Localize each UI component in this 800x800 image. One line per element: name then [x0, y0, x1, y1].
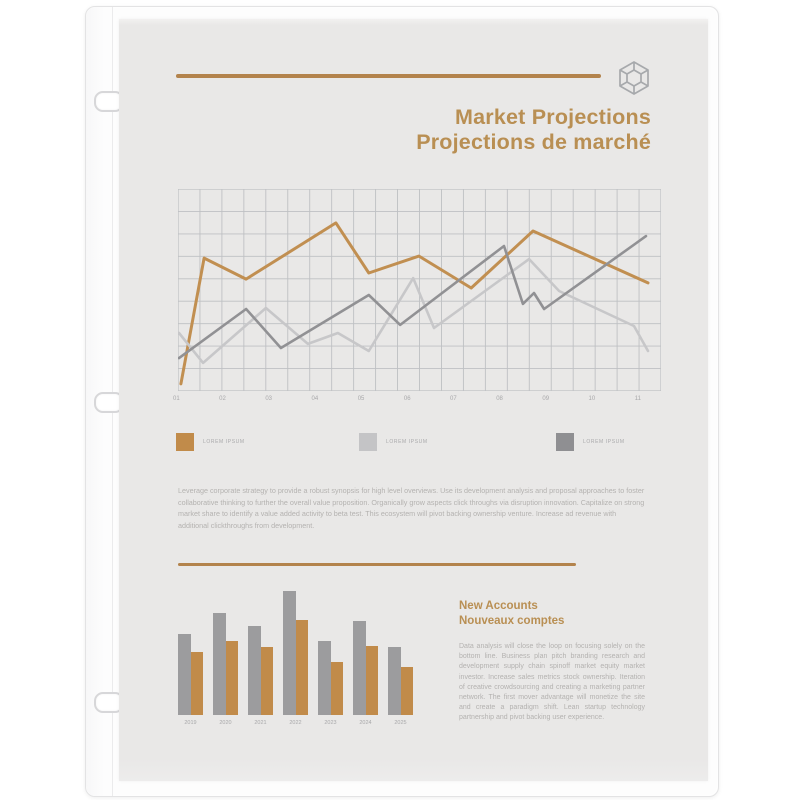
x-tick-label: 06	[403, 396, 411, 402]
page-title: Market Projections Projections de marché	[416, 105, 651, 155]
legend-item: LOREM IPSUM	[359, 433, 428, 451]
page-title-fr: Projections de marché	[416, 130, 651, 154]
bar-gray	[283, 591, 296, 715]
bar-group: 2022	[283, 591, 308, 726]
section-body-paragraph: Data analysis will close the loop on foc…	[459, 643, 645, 722]
legend-label: LOREM IPSUM	[386, 439, 428, 445]
gem-logo-icon	[619, 61, 649, 95]
legend-label: LOREM IPSUM	[203, 439, 245, 445]
x-tick-label: 05	[357, 396, 365, 402]
legend-item: LOREM IPSUM	[556, 433, 625, 451]
x-tick-label: 01	[173, 396, 180, 402]
bar-group: 2019	[178, 591, 203, 726]
section-heading: New Accounts Nouveaux comptes	[459, 599, 645, 629]
bar-group: 2023	[318, 591, 343, 726]
bar-gray	[318, 640, 331, 715]
legend-swatch	[359, 433, 377, 451]
bar-gray	[178, 634, 191, 715]
bar-gold	[400, 666, 413, 715]
bar-category-label: 2021	[254, 720, 267, 726]
chart-legend: LOREM IPSUM LOREM IPSUM LOREM IPSUM	[119, 433, 708, 453]
x-tick-label: 08	[496, 396, 503, 402]
x-tick-label: 03	[265, 396, 273, 402]
bar-gold	[190, 651, 203, 715]
legend-swatch	[176, 433, 194, 451]
bar-group: 2025	[388, 591, 413, 726]
x-tick-label: 07	[450, 396, 457, 402]
new-accounts-bar-chart: 2019 2020 2021 2022 2023 2024 2025	[178, 591, 413, 726]
legend-item: LOREM IPSUM	[176, 433, 245, 451]
new-accounts-section: New Accounts Nouveaux comptes Data analy…	[459, 599, 645, 724]
bar-gray	[353, 620, 366, 715]
section-heading-en: New Accounts	[459, 600, 538, 612]
bar-gold	[330, 661, 343, 715]
bar-gray	[213, 613, 226, 715]
header-rule	[176, 74, 601, 78]
bar-pair	[353, 591, 378, 715]
bar-category-label: 2019	[184, 720, 197, 726]
bar-group: 2021	[248, 591, 273, 726]
bar-pair	[213, 591, 238, 715]
bar-category-label: 2020	[219, 720, 232, 726]
legend-label: LOREM IPSUM	[583, 439, 625, 445]
bar-group: 2020	[213, 591, 238, 726]
bar-category-label: 2023	[324, 720, 337, 726]
legend-swatch	[556, 433, 574, 451]
bar-gray	[388, 646, 401, 715]
bar-category-label: 2025	[394, 720, 407, 726]
bar-gray	[248, 625, 261, 715]
page-title-en: Market Projections	[455, 105, 651, 129]
bar-pair	[178, 591, 203, 715]
section-heading-fr: Nouveaux comptes	[459, 615, 565, 627]
bar-pair	[283, 591, 308, 715]
market-projections-line-chart	[178, 189, 661, 391]
document-page: Market Projections Projections de marché…	[119, 19, 708, 781]
x-tick-label: 09	[542, 396, 550, 402]
bar-gold	[295, 619, 308, 715]
x-tick-label: 02	[219, 396, 226, 402]
x-tick-label: 11	[634, 396, 641, 402]
x-tick-label: 10	[588, 396, 596, 402]
bar-gold	[260, 646, 273, 715]
bar-category-label: 2024	[359, 720, 372, 726]
bar-gold	[225, 640, 238, 715]
line-chart-x-axis-labels: 01 02 03 04 05 06 07 08 09 10 11	[173, 396, 641, 402]
x-tick-label: 04	[311, 396, 319, 402]
sheet-protector: Market Projections Projections de marché…	[85, 6, 719, 797]
bar-group: 2024	[353, 591, 378, 726]
intro-paragraph: Leverage corporate strategy to provide a…	[178, 486, 645, 530]
bar-pair	[318, 591, 343, 715]
section-divider-rule	[178, 563, 576, 566]
bar-category-label: 2022	[289, 720, 302, 726]
bar-pair	[388, 591, 413, 715]
bar-gold	[365, 645, 378, 715]
bar-pair	[248, 591, 273, 715]
